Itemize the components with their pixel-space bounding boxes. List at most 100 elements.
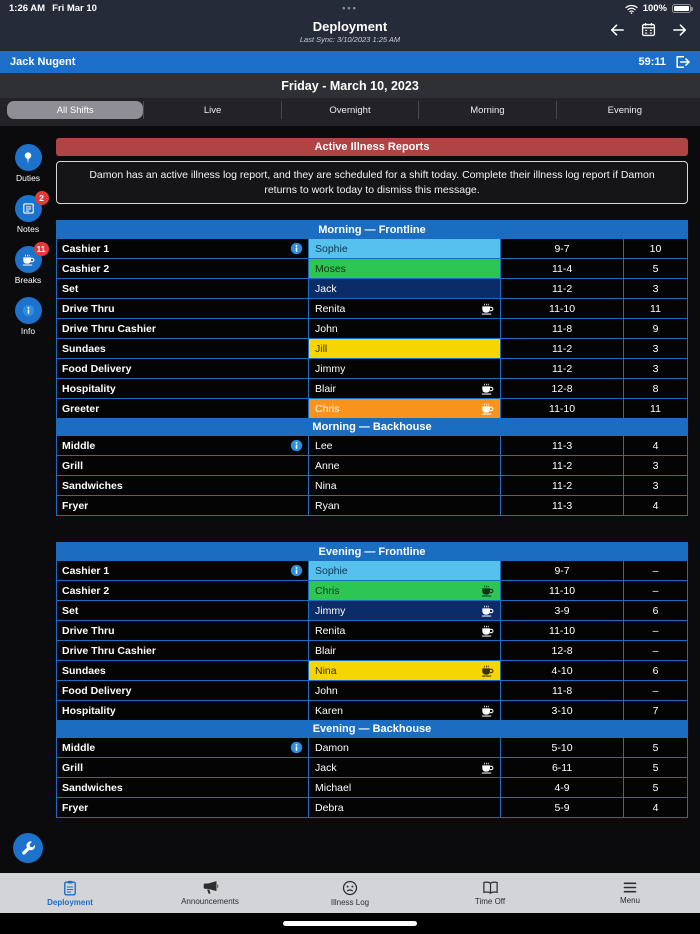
sidebar-item-info[interactable]: Info xyxy=(14,297,42,336)
shift-time-cell: 6-11 xyxy=(501,758,624,778)
employee-cell[interactable]: Chris xyxy=(309,399,502,419)
employee-name: Blair xyxy=(315,382,337,395)
employee-cell[interactable]: Lee xyxy=(309,436,502,456)
shift-time-cell: 11-4 xyxy=(501,259,624,279)
employee-cell[interactable]: Sophie xyxy=(309,561,502,581)
info-icon[interactable] xyxy=(290,741,303,754)
employee-cell[interactable]: Renita xyxy=(309,621,502,641)
deployment-row: Fryer Debra 5-9 4 xyxy=(57,797,687,818)
deployment-row: Sundaes Jill 11-2 3 xyxy=(57,338,687,359)
rail-button xyxy=(14,144,42,171)
tab-evening[interactable]: Evening xyxy=(555,101,693,119)
employee-cell[interactable]: Anne xyxy=(309,456,502,476)
info-icon[interactable] xyxy=(290,564,303,577)
employee-name: Damon xyxy=(315,741,349,754)
employee-cell[interactable]: Debra xyxy=(309,798,502,818)
nav-item-announcements[interactable]: Announcements xyxy=(140,873,280,913)
home-indicator[interactable] xyxy=(283,921,417,926)
date-bar: Friday - March 10, 2023 xyxy=(0,73,700,98)
employee-cell[interactable]: Jack xyxy=(309,279,502,299)
nav-item-label: Announcements xyxy=(181,897,239,906)
employee-name: Jack xyxy=(315,761,337,774)
employee-name: Chris xyxy=(315,584,340,597)
sidebar-item-duties[interactable]: Duties xyxy=(14,144,42,183)
role-label: Drive Thru xyxy=(62,302,115,315)
count-cell: 6 xyxy=(652,664,659,677)
shift-time-cell: 11-2 xyxy=(501,279,624,299)
employee-cell[interactable]: Jimmy xyxy=(309,601,502,621)
employee-cell[interactable]: Blair xyxy=(309,379,502,399)
employee-cell[interactable]: Moses xyxy=(309,259,502,279)
sidebar-item-label: Notes xyxy=(16,224,40,234)
tools-fab-button[interactable] xyxy=(13,833,43,863)
employee-cell[interactable]: Jill xyxy=(309,339,502,359)
break-coffee-icon xyxy=(481,383,494,395)
employee-name: John xyxy=(315,684,338,697)
sidebar-item-breaks[interactable]: 11 Breaks xyxy=(14,242,49,285)
illness-alert-header: Active Illness Reports xyxy=(56,138,688,156)
nav-item-menu[interactable]: Menu xyxy=(560,873,700,913)
count-cell: – xyxy=(652,644,659,657)
employee-cell[interactable]: John xyxy=(309,319,502,339)
calendar-icon[interactable] xyxy=(641,22,656,37)
employee-cell[interactable]: Renita xyxy=(309,299,502,319)
deployment-row: Fryer Ryan 11-3 4 xyxy=(57,495,687,516)
count-cell: 5 xyxy=(652,761,659,774)
sidebar-item-notes[interactable]: 2 Notes xyxy=(14,191,49,234)
megaphone-icon xyxy=(202,880,219,895)
coffee-icon xyxy=(14,246,42,273)
deployment-row: Food Delivery John 11-8 – xyxy=(57,680,687,701)
role-cell: Drive Thru xyxy=(57,299,309,319)
shift-time-cell: 3-10 xyxy=(501,701,624,721)
employee-cell[interactable]: Nina xyxy=(309,661,502,681)
role-cell: Fryer xyxy=(57,496,309,516)
next-day-arrow-icon[interactable] xyxy=(672,23,688,37)
count-cell: 4 xyxy=(652,439,659,452)
tab-overnight[interactable]: Overnight xyxy=(280,101,418,119)
info-icon[interactable] xyxy=(290,242,303,255)
role-cell: Cashier 2 xyxy=(57,581,309,601)
tab-live[interactable]: Live xyxy=(143,101,280,119)
header-actions xyxy=(609,22,688,37)
logout-icon[interactable] xyxy=(674,55,690,69)
deployment-row: Cashier 2 Chris 11-10 – xyxy=(57,580,687,601)
role-cell: Sundaes xyxy=(57,339,309,359)
shift-time-cell: 11-8 xyxy=(501,681,624,701)
tab-morning[interactable]: Morning xyxy=(418,101,555,119)
employee-name: Jack xyxy=(315,282,337,295)
employee-cell[interactable]: Nina xyxy=(309,476,502,496)
prev-day-arrow-icon[interactable] xyxy=(609,23,625,37)
tab-all-shifts[interactable]: All Shifts xyxy=(7,101,144,119)
employee-cell[interactable]: Blair xyxy=(309,641,502,661)
info-icon[interactable] xyxy=(290,439,303,452)
shift-timer: 59:11 xyxy=(638,56,666,68)
sidebar-item-label: Duties xyxy=(15,173,41,183)
battery-fill xyxy=(674,6,689,11)
employee-cell[interactable]: Ryan xyxy=(309,496,502,516)
deployment-row: Drive Thru Renita 11-10 11 xyxy=(57,298,687,319)
employee-cell[interactable]: Chris xyxy=(309,581,502,601)
employee-cell[interactable]: Damon xyxy=(309,738,502,758)
current-date-label: Friday - March 10, 2023 xyxy=(281,78,419,93)
role-label: Middle xyxy=(62,741,96,754)
shift-time-cell: 11-10 xyxy=(501,299,624,319)
employee-cell[interactable]: Jimmy xyxy=(309,359,502,379)
role-label: Cashier 1 xyxy=(62,564,110,577)
role-cell: Drive Thru Cashier xyxy=(57,641,309,661)
content-area: Duties 2 Notes 11 Breaks Info Active Illness … xyxy=(0,126,700,873)
nav-item-illness-log[interactable]: Illness Log xyxy=(280,873,420,913)
employee-cell[interactable]: Sophie xyxy=(309,239,502,259)
count-cell: 3 xyxy=(652,342,659,355)
battery-percent: 100% xyxy=(642,3,667,14)
employee-cell[interactable]: Michael xyxy=(309,778,502,798)
employee-name: Chris xyxy=(315,402,340,415)
nav-item-deployment[interactable]: Deployment xyxy=(0,873,140,913)
shift-time-cell: 11-3 xyxy=(501,496,624,516)
role-label: Cashier 2 xyxy=(62,262,110,275)
shift-time-cell: 9-7 xyxy=(501,561,624,581)
employee-cell[interactable]: John xyxy=(309,681,502,701)
employee-cell[interactable]: Jack xyxy=(309,758,502,778)
employee-cell[interactable]: Karen xyxy=(309,701,502,721)
nav-item-time-off[interactable]: Time Off xyxy=(420,873,560,913)
break-coffee-icon xyxy=(481,403,494,415)
